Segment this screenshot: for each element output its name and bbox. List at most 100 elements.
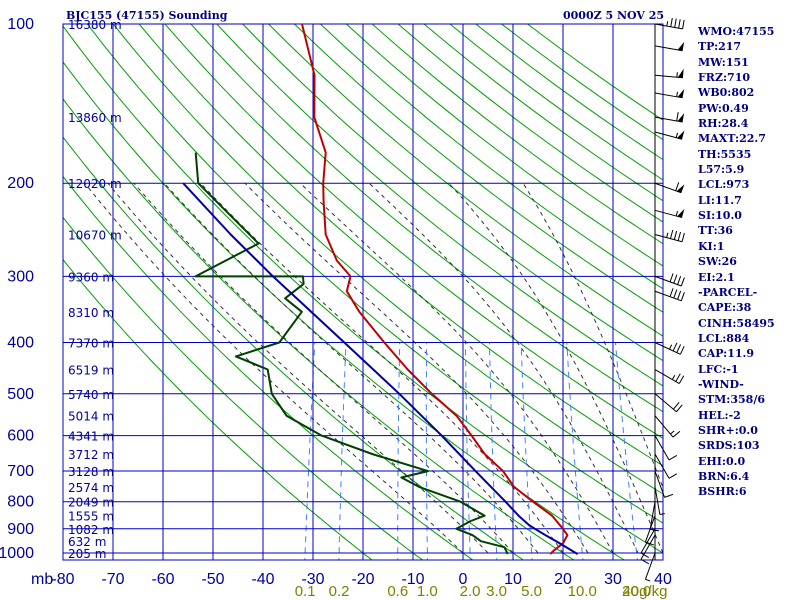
wind-barb-pennant (677, 41, 685, 51)
dry-adiabat-line (86, 24, 663, 524)
stability-index: PW:0.49 (698, 101, 749, 115)
wind-barb-half-flag (666, 232, 669, 238)
height-label: 9360 m (68, 270, 114, 284)
stability-index: -PARCEL- (698, 285, 758, 299)
mixing-ratio-line (397, 342, 401, 560)
stability-index: STM:358/6 (698, 393, 765, 407)
wind-barb-pennant (677, 130, 685, 140)
wind-barb-shaft (654, 486, 661, 515)
temperature-trace (301, 24, 569, 555)
height-label: 12020 m (68, 177, 122, 191)
wind-barb-pennant (677, 88, 685, 98)
stability-index: SI:10.0 (698, 209, 742, 223)
dry-adiabat-line (242, 24, 663, 362)
dry-adiabat-line (164, 24, 663, 439)
wind-barb-shaft (654, 435, 670, 461)
height-label: 5014 m (68, 410, 114, 424)
dry-adiabat-line (216, 24, 663, 387)
mixing-ratio-label: 0.6 (387, 583, 408, 600)
height-label: 3128 m (68, 465, 114, 479)
moist-adiabat-line (368, 182, 639, 554)
stability-index: WMO:47155 (698, 25, 775, 38)
wind-barb-half-flag (645, 578, 651, 582)
pressure-tick-label: 100 (7, 16, 34, 33)
mixing-ratio-label: 40g/kg (622, 583, 667, 600)
wind-barb-flag (669, 288, 674, 297)
wind-barb-pennant (677, 113, 685, 123)
wind-barb-flag (673, 401, 680, 410)
wind-barb-shaft (654, 290, 682, 302)
temperature-tick-label: -40 (251, 571, 274, 588)
dry-adiabat-line (112, 24, 663, 495)
stability-index: BRN:6.4 (698, 469, 750, 483)
height-label: 10670 m (68, 229, 122, 243)
pressure-tick-label: 500 (7, 386, 34, 403)
pressure-tick-label: 700 (7, 463, 34, 480)
stability-index: CAPE:38 (698, 301, 752, 315)
wind-barb-half-flag (669, 344, 673, 350)
wind-barb-shaft (654, 23, 683, 30)
moist-adiabat-line (522, 182, 663, 490)
parcel-trace (182, 182, 579, 555)
dry-adiabat-line (63, 258, 373, 560)
stability-index: SHR+:0.0 (698, 423, 758, 437)
height-label: 2574 m (68, 481, 114, 495)
wind-barb-half-flag (675, 132, 679, 138)
pressure-tick-label: 800 (7, 494, 34, 511)
dry-adiabat-line (320, 24, 663, 290)
dry-adiabat-line (63, 136, 525, 560)
wind-barb-flag (673, 230, 678, 240)
stability-index: CINH:58495 (698, 316, 775, 330)
wind-barb-half-flag (676, 91, 679, 97)
temperature-tick-label: -30 (301, 571, 324, 588)
height-label: 16380 m (68, 18, 122, 32)
wind-barb-flag (677, 290, 682, 300)
wind-barb-flag (675, 182, 680, 191)
temperature-tick-label: 20 (554, 571, 572, 588)
temperature-tick-label: 0 (459, 571, 468, 588)
wind-barb-flag (669, 229, 674, 239)
wind-barbs (640, 17, 685, 582)
height-label: 13860 m (68, 111, 122, 125)
wind-barb-flag (670, 17, 673, 27)
wind-barb-shaft (654, 275, 682, 287)
wind-barb-half-flag (675, 211, 679, 217)
wind-barb-half-flag (670, 430, 675, 435)
wind-barb-shaft (654, 234, 683, 243)
height-label: 205 m (68, 547, 106, 561)
temperature-tick-label: 30 (604, 571, 622, 588)
wind-barb-flag (672, 342, 678, 352)
sounding-traces (182, 24, 579, 555)
stability-index: TP:217 (698, 40, 742, 54)
wind-barb-flag (682, 19, 685, 29)
wind-barb-flag (675, 373, 681, 382)
wind-barb-shaft (640, 534, 656, 560)
height-label: 3712 m (68, 448, 114, 462)
stability-index: LCL:973 (698, 178, 750, 192)
stability-index: CAP:11.9 (698, 347, 755, 361)
stability-index: TT:36 (698, 224, 733, 238)
stability-index: SW:26 (698, 255, 737, 269)
wind-barb-flag (681, 232, 685, 242)
stability-index: LI:11.7 (698, 193, 742, 207)
stability-index: HEL:-2 (698, 408, 741, 422)
height-label: 6519 m (68, 364, 114, 378)
stability-index: EI:2.1 (698, 270, 735, 284)
dry-adiabat-line (63, 61, 626, 560)
wind-barb-flag (669, 273, 674, 283)
mixing-ratio-line (615, 342, 638, 560)
wind-barb-half-flag (671, 374, 676, 380)
height-label: 4341 m (68, 430, 114, 444)
dry-adiabat-line (371, 24, 663, 245)
wind-barb-flag (673, 289, 678, 299)
mixing-ratio-label: 20.0 (622, 583, 651, 600)
stability-index: SRDS:103 (698, 439, 760, 453)
stability-index: LFC:-1 (698, 362, 739, 376)
wind-barb-flag (680, 292, 685, 301)
mixing-ratio-line (425, 342, 428, 560)
wind-barb-shaft (654, 470, 666, 498)
dry-adiabat-line (268, 24, 663, 337)
stability-index: RH:28.4 (698, 117, 749, 131)
wind-barb-flag (673, 274, 678, 284)
